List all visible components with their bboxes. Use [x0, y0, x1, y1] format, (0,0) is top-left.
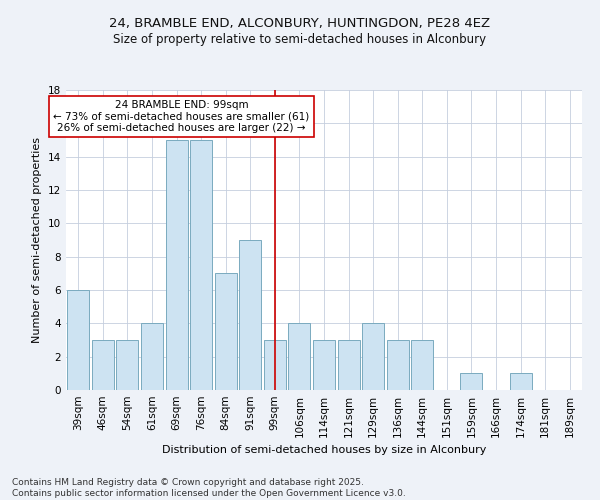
- Text: 24 BRAMBLE END: 99sqm
← 73% of semi-detached houses are smaller (61)
26% of semi: 24 BRAMBLE END: 99sqm ← 73% of semi-deta…: [53, 100, 310, 133]
- Bar: [411, 340, 433, 390]
- Bar: [166, 140, 188, 390]
- X-axis label: Distribution of semi-detached houses by size in Alconbury: Distribution of semi-detached houses by …: [162, 446, 486, 456]
- Text: 24, BRAMBLE END, ALCONBURY, HUNTINGDON, PE28 4EZ: 24, BRAMBLE END, ALCONBURY, HUNTINGDON, …: [109, 18, 491, 30]
- Y-axis label: Number of semi-detached properties: Number of semi-detached properties: [32, 137, 43, 343]
- Bar: [190, 140, 212, 390]
- Bar: [264, 340, 286, 390]
- Bar: [239, 240, 262, 390]
- Bar: [141, 324, 163, 390]
- Bar: [116, 340, 139, 390]
- Text: Contains HM Land Registry data © Crown copyright and database right 2025.
Contai: Contains HM Land Registry data © Crown c…: [12, 478, 406, 498]
- Bar: [362, 324, 384, 390]
- Bar: [313, 340, 335, 390]
- Bar: [460, 374, 482, 390]
- Bar: [215, 274, 237, 390]
- Bar: [509, 374, 532, 390]
- Bar: [386, 340, 409, 390]
- Text: Size of property relative to semi-detached houses in Alconbury: Size of property relative to semi-detach…: [113, 32, 487, 46]
- Bar: [92, 340, 114, 390]
- Bar: [289, 324, 310, 390]
- Bar: [67, 290, 89, 390]
- Bar: [338, 340, 359, 390]
